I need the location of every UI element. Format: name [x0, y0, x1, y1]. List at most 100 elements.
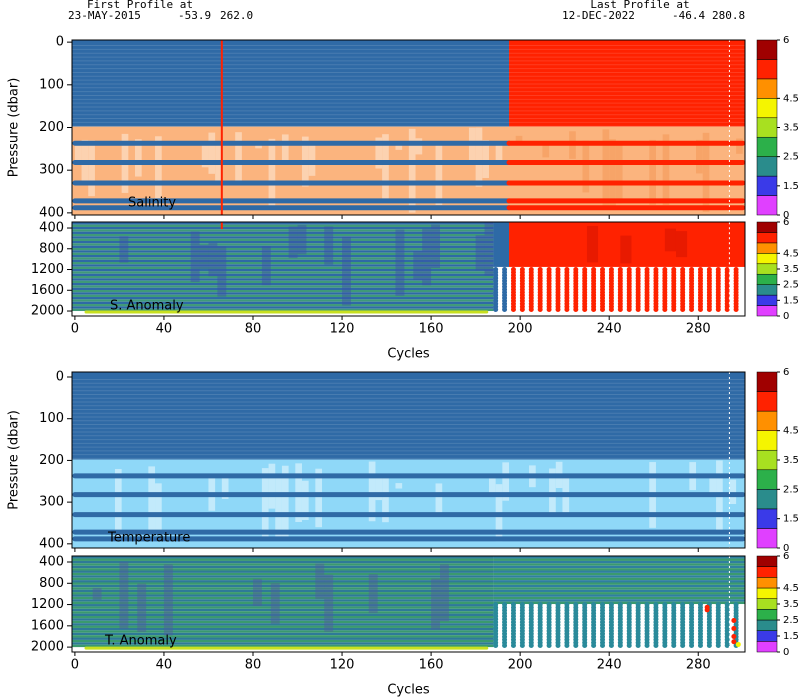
field-cell [72, 611, 494, 614]
profile-dot [600, 643, 606, 649]
field-cell [281, 465, 289, 541]
field-cell [252, 578, 262, 606]
field-cell [375, 137, 383, 169]
profile-dot [644, 306, 650, 312]
field [72, 222, 745, 316]
field-cell [297, 224, 307, 255]
colorbar-swatch [756, 78, 778, 99]
field-cell [72, 304, 494, 307]
field-cell [72, 620, 494, 624]
field-cell [72, 618, 494, 621]
y-axis-label: Pressure (dbar) [7, 78, 22, 178]
colorbar-swatch [756, 284, 778, 296]
colorbar-swatch [756, 469, 778, 490]
field-cell [72, 299, 494, 302]
field-cell [72, 285, 494, 288]
colorbar-swatch [756, 175, 778, 196]
x-tick-label: 0 [71, 658, 79, 673]
colorbar-swatch [756, 410, 778, 431]
field-cell [72, 306, 494, 309]
field-cell [716, 460, 723, 535]
field-cell [495, 142, 503, 161]
colorbar-tick-label: 1.5 [783, 631, 799, 642]
y-tick-label: 200 [39, 453, 64, 468]
field-cell [72, 606, 494, 609]
field-cell [493, 596, 745, 600]
field-cell [72, 257, 494, 260]
profile-dot [689, 643, 695, 649]
x-tick-label: 120 [330, 658, 355, 673]
field-cell [72, 580, 494, 583]
field-cell [482, 140, 489, 178]
panel-label: Temperature [107, 531, 190, 546]
colorbar-tick-label: 2.5 [783, 152, 799, 163]
field-cell [72, 625, 494, 628]
colorbar-tick-label: 3.5 [783, 123, 799, 134]
field-cell [493, 582, 745, 585]
field-cell [542, 142, 550, 158]
profile-dot [662, 306, 668, 312]
x-tick-label: 80 [245, 658, 262, 673]
field-cell [368, 461, 376, 522]
x-axis-label: Cycles [387, 347, 430, 362]
field-cell [74, 143, 82, 165]
field-cell [72, 226, 494, 230]
field-cell [72, 639, 494, 643]
field-cell [72, 589, 494, 593]
x-tick-label: 240 [597, 322, 622, 337]
field-cell [72, 601, 494, 605]
profile-dot [519, 643, 525, 649]
profile-dot [555, 643, 561, 649]
colorbar-swatch [756, 242, 778, 254]
colorbar-swatch [756, 641, 778, 653]
x-tick-label: 240 [597, 658, 622, 673]
field-cell [308, 142, 316, 176]
field-cell [440, 564, 449, 622]
colorbar-tick-label: 3.5 [783, 264, 799, 275]
field-cell [72, 630, 494, 633]
profile-dot [644, 643, 650, 649]
field-cell [72, 261, 494, 265]
colorbar-swatch [756, 577, 778, 589]
x-tick-label: 200 [508, 658, 533, 673]
field-cell [72, 637, 494, 640]
colorbar-tick-label: 6 [783, 367, 789, 378]
field-cell [493, 594, 745, 597]
profile-dot [697, 643, 703, 649]
panel-label: T. Anomaly [104, 634, 177, 649]
colorbar-tick-label: 0 [783, 647, 789, 658]
field-cell [493, 584, 745, 588]
x-tick-label: 160 [419, 322, 444, 337]
colorbar-swatch [756, 587, 778, 599]
profile-dot [582, 643, 588, 649]
y-tick-label: 800 [39, 241, 64, 256]
colorbar-swatch [756, 630, 778, 642]
profile-dot [653, 643, 659, 649]
field-cell [702, 132, 710, 212]
first-profile-label: First Profile at [87, 0, 193, 11]
colorbar-swatch [756, 619, 778, 631]
field-cell [135, 139, 142, 177]
field-cell [72, 269, 494, 272]
field-cell [72, 644, 494, 648]
field-cell [493, 575, 745, 578]
field-cell [72, 238, 494, 241]
profile-dot [564, 306, 570, 312]
colorbar-tick-label: 4.5 [783, 248, 799, 259]
y-tick-label: 800 [39, 576, 64, 591]
profile-dot [724, 306, 730, 312]
field-cell [493, 580, 745, 583]
profile-dot [731, 625, 737, 631]
profile-dot [502, 306, 508, 312]
y-tick-label: 300 [39, 495, 64, 510]
field-cell [493, 589, 745, 593]
field-cell [72, 231, 494, 234]
field-cell [729, 479, 737, 505]
field-cell [324, 226, 334, 265]
profile-dot [537, 306, 543, 312]
field-cell [395, 483, 403, 489]
field-cell [221, 475, 229, 499]
profile-dot [662, 643, 668, 649]
colorbar-swatch [756, 449, 778, 471]
y-tick-label: 400 [39, 555, 64, 570]
